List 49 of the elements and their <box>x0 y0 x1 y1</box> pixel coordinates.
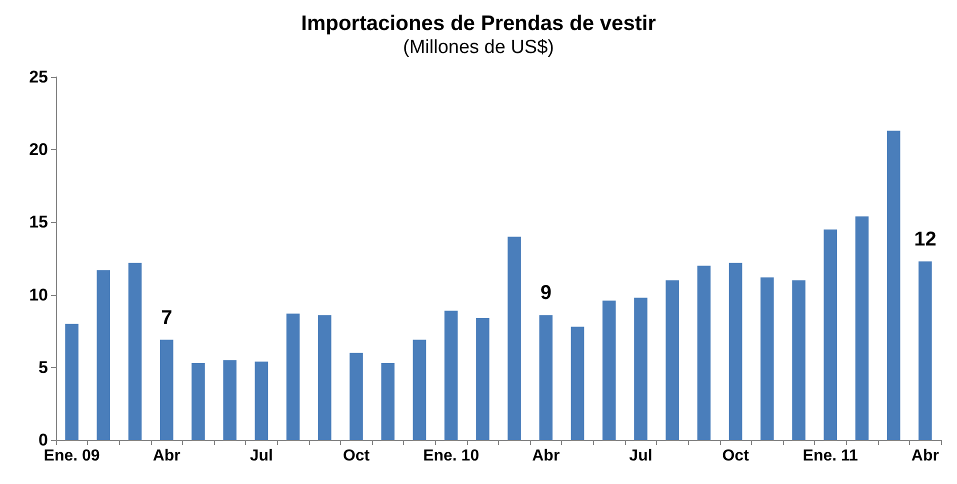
bar <box>570 326 584 440</box>
y-tick-label: 15 <box>29 212 48 232</box>
bar <box>697 266 711 440</box>
x-tick-label: Abr <box>152 448 180 464</box>
bar <box>855 216 869 440</box>
x-tick-label: Ene. 10 <box>423 448 480 464</box>
y-tick-label: 20 <box>29 140 48 160</box>
bar <box>508 236 521 440</box>
y-tick-label: 5 <box>38 358 48 377</box>
bar <box>286 314 300 440</box>
y-tick-label: 25 <box>29 68 48 86</box>
bar <box>728 262 742 440</box>
bar <box>476 318 490 440</box>
y-tick-label: 0 <box>38 430 48 450</box>
chart-subtitle: (Millones de US$) <box>403 37 554 58</box>
bar <box>160 340 174 440</box>
bar <box>602 300 616 440</box>
data-label: 7 <box>161 306 172 329</box>
y-tick-label: 10 <box>29 285 48 304</box>
x-tick-label: Oct <box>342 448 370 464</box>
x-tick-label: Ene. 09 <box>44 448 100 464</box>
data-label: 9 <box>540 282 552 304</box>
bar <box>65 324 78 440</box>
x-tick-label: Abr <box>911 448 939 464</box>
bar <box>254 362 268 440</box>
bar <box>444 310 458 440</box>
x-tick-label: Ene. 11 <box>802 448 858 464</box>
bar <box>539 315 553 440</box>
bar <box>824 229 838 440</box>
x-tick-label: Jul <box>629 448 652 464</box>
bar <box>412 340 426 440</box>
chart-title: Importaciones de Prendas de vestir <box>301 12 656 35</box>
data-label: 12 <box>914 228 936 250</box>
bar <box>192 363 205 440</box>
bar <box>760 277 774 440</box>
bar <box>634 298 648 440</box>
bar <box>886 130 900 440</box>
bar <box>792 280 806 440</box>
bar <box>381 363 395 440</box>
bar <box>666 280 679 440</box>
x-tick-label: Oct <box>722 448 750 464</box>
x-tick-label: Jul <box>250 448 274 464</box>
bar <box>350 352 363 440</box>
bar <box>918 261 932 440</box>
bar <box>128 262 142 440</box>
bar <box>318 315 332 440</box>
bar <box>96 270 110 440</box>
x-tick-label: Abr <box>532 448 560 464</box>
bar <box>223 360 236 440</box>
